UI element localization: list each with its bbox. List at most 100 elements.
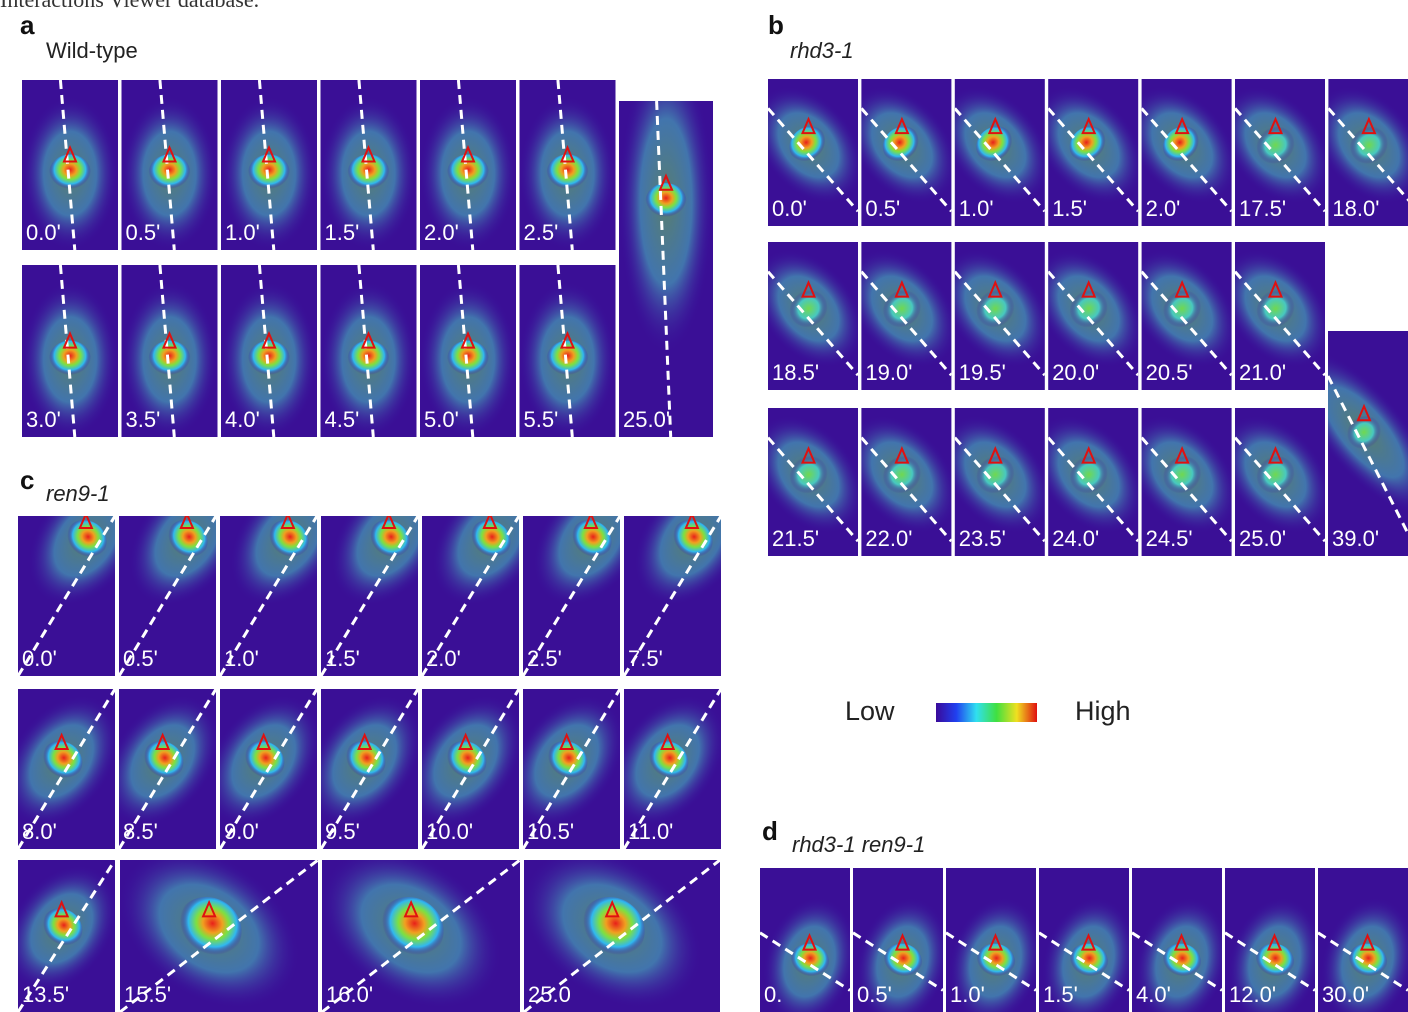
time-label: 24.0' [1052, 526, 1099, 551]
time-label: 19.0' [865, 360, 912, 385]
panel-letter: b [768, 10, 784, 40]
time-label: 0.0' [22, 646, 57, 671]
time-label: 4.5' [325, 407, 360, 432]
page: Interactions Viewer database. Low High a… [0, 0, 1408, 1012]
genotype-label: rhd3-1 [790, 38, 854, 63]
time-label: 1.0' [950, 982, 985, 1007]
time-label: 1.5' [1052, 196, 1087, 221]
frame: 3.0' [22, 265, 118, 437]
panel: d rhd3-1 ren9-1 0. 0.5' 1.0' 1.5' 4.0' 12.0' 30.… [749, 816, 1408, 1012]
header-text: Interactions Viewer database. [0, 0, 259, 12]
frame: 5.5' [520, 265, 616, 437]
time-label: 10.5' [527, 819, 574, 844]
time-label: 3.0' [26, 407, 61, 432]
time-label: 21.5' [772, 526, 819, 551]
time-label: 3.5' [126, 407, 161, 432]
frame: 0.5' [842, 868, 962, 1012]
frame: 0.0' [22, 80, 118, 250]
frame: 25.0' [619, 51, 713, 437]
frame: 5.0' [420, 265, 516, 437]
panel: brhd3-1 0.0' 0.5' 1.0' 1.5' 2.0' 17.5' 18.0' 18.… [731, 10, 1408, 556]
time-label: 1.0' [959, 196, 994, 221]
time-label: 0.5' [126, 220, 161, 245]
time-label: 17.5' [1239, 196, 1286, 221]
time-label: 5.0' [424, 407, 459, 432]
time-label: 9.0' [224, 819, 259, 844]
time-label: 20.0' [1052, 360, 1099, 385]
frame: 0. [749, 868, 869, 1012]
time-label: 8.0' [22, 819, 57, 844]
time-label: 1.5' [325, 646, 360, 671]
time-label: 20.5' [1146, 360, 1193, 385]
frame: 1.5' [321, 80, 417, 250]
time-label: 25.0' [1239, 526, 1286, 551]
time-label: 2.5' [527, 646, 562, 671]
time-label: 10.0' [426, 819, 473, 844]
time-label: 19.5' [959, 360, 1006, 385]
frame: 7.5' [611, 453, 773, 676]
time-label: 2.0' [1146, 196, 1181, 221]
frame: 2.5' [520, 80, 616, 250]
time-label: 2.0' [426, 646, 461, 671]
time-label: 21.0' [1239, 360, 1286, 385]
panel-letter: c [20, 465, 34, 495]
cell-tip [645, 183, 686, 221]
time-label: 11.0' [628, 819, 673, 844]
time-label: 0.5' [865, 196, 900, 221]
frame: 1.0' [221, 80, 317, 250]
time-label: 18.5' [772, 360, 819, 385]
time-label: 0.5' [123, 646, 158, 671]
frame: 4.0' [221, 265, 317, 437]
frame: 12.0' [1214, 868, 1334, 1012]
time-label: 16.0' [326, 982, 373, 1007]
time-label: 23.5' [959, 526, 1006, 551]
time-label: 0.0' [26, 220, 61, 245]
genotype-label: ren9-1 [46, 481, 110, 506]
time-label: 8.5' [123, 819, 158, 844]
time-label: 30.0' [1322, 982, 1369, 1007]
panel-letter: a [20, 10, 35, 40]
time-label: 0.5' [857, 982, 892, 1007]
legend: Low High [845, 696, 1131, 726]
time-label: 1.5' [1043, 982, 1078, 1007]
panel: c ren9-1 0.0' 0.5' 1.0' 1.5' 2.0' 2.5' 7.5' 8.0' 8… [0, 453, 773, 1012]
frame: 3.5' [122, 265, 218, 437]
frame: 30.0' [1307, 868, 1408, 1012]
time-label: 2.5' [524, 220, 559, 245]
time-label: 5.5' [524, 407, 559, 432]
figure: Interactions Viewer database. Low High a… [0, 0, 1408, 1012]
panel-letter: d [762, 816, 778, 846]
frame: 0.5' [122, 80, 218, 250]
frame: 4.0' [1121, 868, 1241, 1012]
time-label: 22.0' [865, 526, 912, 551]
time-label: 0.0' [772, 196, 807, 221]
time-label: 25.0' [623, 407, 670, 432]
time-label: 13.5' [22, 982, 69, 1007]
genotype-label: Wild-type [46, 38, 138, 63]
time-label: 7.5' [628, 646, 663, 671]
legend-low: Low [845, 696, 895, 726]
time-label: 25.0 [528, 982, 571, 1007]
frame: 2.0' [420, 80, 516, 250]
time-label: 15.5' [124, 982, 171, 1007]
time-label: 18.0' [1332, 196, 1379, 221]
panel: a Wild-type 0.0' 0.5' 1.0' 1.5' 2.0' 2.5' 3.0' 3.… [20, 10, 713, 437]
time-label: 4.0' [225, 407, 260, 432]
time-label: 9.5' [325, 819, 360, 844]
time-label: 1.5' [325, 220, 360, 245]
frame: 1.5' [1028, 868, 1148, 1012]
frame: 1.0' [935, 868, 1055, 1012]
time-label: 2.0' [424, 220, 459, 245]
frame: 4.5' [321, 265, 417, 437]
time-label: 1.0' [225, 220, 260, 245]
time-label: 24.5' [1146, 526, 1193, 551]
legend-high: High [1075, 696, 1131, 726]
colorbar [936, 703, 1037, 722]
time-label: 1.0' [224, 646, 259, 671]
time-label: 12.0' [1229, 982, 1276, 1007]
frame: 13.5' [0, 845, 141, 1012]
time-label: 4.0' [1136, 982, 1171, 1007]
genotype-label: rhd3-1 ren9-1 [792, 832, 925, 857]
time-label: 39.0' [1332, 526, 1379, 551]
time-label: 0. [764, 982, 782, 1007]
